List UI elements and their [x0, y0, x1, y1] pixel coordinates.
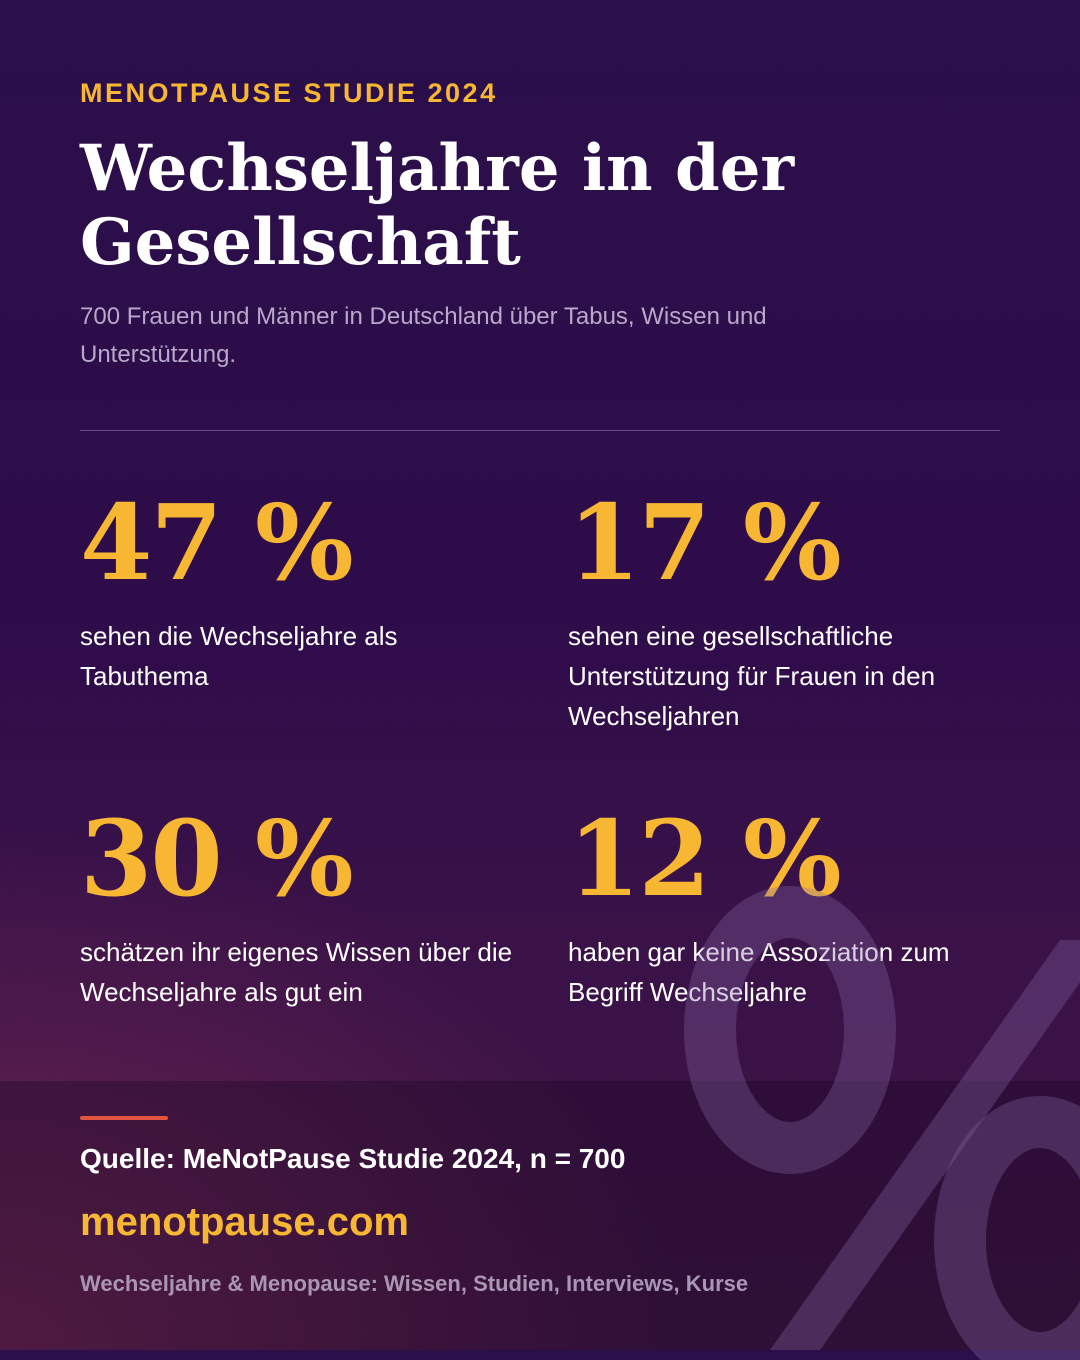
tagline: Wechseljahre & Menopause: Wissen, Studie…	[80, 1271, 749, 1296]
stat-description: haben gar keine Assoziation zum Begriff …	[568, 937, 950, 1007]
source-note: Quelle: MeNotPause Studie 2024, n = 700	[80, 1143, 626, 1174]
stat-value: 47 %	[80, 481, 354, 604]
page-title: Wechseljahre in der Gesellschaft	[80, 131, 795, 280]
subtitle: 700 Frauen und Männer in Deutschland übe…	[80, 303, 767, 368]
stat-unterstuetzung: 17 % sehen eine gesellschaftliche Unters…	[568, 488, 1008, 736]
stat-value: 17 %	[568, 481, 842, 604]
stat-value: 30 %	[80, 797, 354, 920]
stat-value: 12 %	[568, 797, 842, 920]
stat-assoziation: 12 % haben gar keine Assoziation zum Beg…	[568, 804, 1008, 1012]
stat-description: sehen die Wechseljahre als Tabuthema	[80, 621, 398, 691]
stat-tabu: 47 % sehen die Wechseljahre als Tabuthem…	[80, 488, 520, 696]
stat-description: schätzen ihr eigenes Wissen über die Wec…	[80, 937, 513, 1007]
stat-description: sehen eine gesellschaftliche Unterstützu…	[568, 621, 936, 731]
footer-panel	[0, 1081, 1080, 1350]
stat-wissen: 30 % schätzen ihr eigenes Wissen über di…	[80, 804, 520, 1012]
eyebrow-label: MENOTPAUSE STUDIE 2024	[80, 78, 498, 108]
accent-bar	[80, 1116, 168, 1120]
website-link[interactable]: menotpause.com	[80, 1200, 409, 1244]
divider	[80, 430, 1000, 431]
